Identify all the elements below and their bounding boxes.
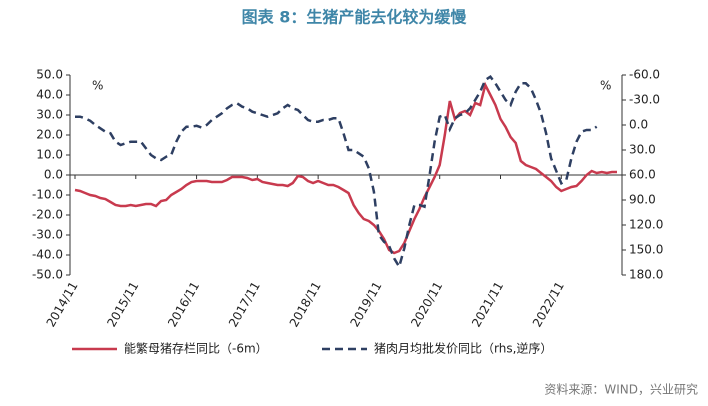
x-tick-label: 2019/11	[348, 279, 385, 329]
y-tick-label: 40.0	[36, 88, 63, 102]
y-tick-label: 30.0	[36, 108, 63, 122]
legend-label: 猪肉月均批发价同比（rhs,逆序）	[374, 341, 552, 356]
y-tick-label: 10.0	[36, 148, 63, 162]
x-tick-label: 2020/11	[408, 279, 445, 329]
y-unit: %	[92, 79, 103, 93]
x-tick-label: 2021/11	[469, 279, 506, 329]
y-tick-label: 20.0	[36, 128, 63, 142]
y2-tick-label: 0.0	[629, 118, 648, 132]
y2-unit: %	[600, 79, 611, 93]
y-tick-label: -40.0	[32, 248, 63, 262]
y2-tick-label: -30.0	[629, 93, 660, 107]
x-tick-label: 2015/11	[104, 279, 141, 329]
y-tick-label: -20.0	[32, 208, 63, 222]
legend-label: 能繁母猪存栏同比（-6m）	[124, 341, 268, 356]
y-tick-label: -50.0	[32, 268, 63, 282]
y2-tick-label: 60.0	[629, 168, 656, 182]
y-tick-label: 0.0	[44, 168, 63, 182]
y-tick-label: 50.0	[36, 68, 63, 82]
series-line	[75, 75, 598, 270]
y2-tick-label: 150.0	[629, 243, 663, 257]
y2-tick-label: 90.0	[629, 193, 656, 207]
y2-tick-label: 30.0	[629, 143, 656, 157]
chart-title: 图表 8：生猪产能去化较为缓慢	[242, 8, 468, 27]
x-tick-label: 2022/11	[530, 279, 567, 329]
y2-tick-label: 120.0	[629, 218, 663, 232]
source: 资料来源：WIND，兴业研究	[544, 382, 698, 397]
x-tick-label: 2018/11	[287, 279, 324, 329]
x-tick-label: 2016/11	[165, 279, 202, 329]
y-tick-label: -30.0	[32, 228, 63, 242]
x-tick-label: 2017/11	[226, 279, 263, 329]
series-line	[74, 81, 617, 255]
y-tick-label: -10.0	[32, 188, 63, 202]
y2-tick-label: -60.0	[629, 68, 660, 82]
x-tick-label: 2014/11	[44, 279, 81, 329]
y2-tick-label: 180.0	[629, 268, 663, 282]
